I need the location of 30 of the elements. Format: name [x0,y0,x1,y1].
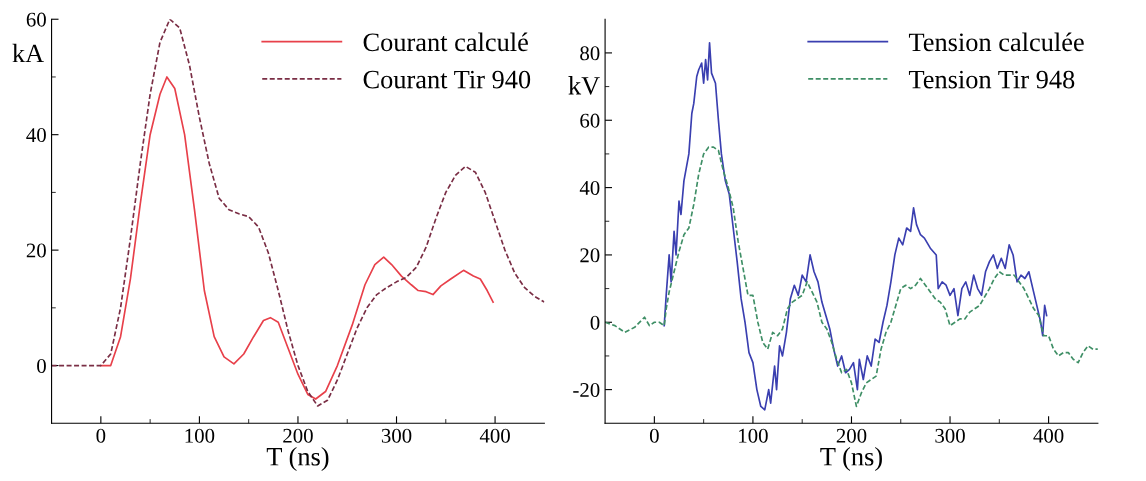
x-tick-label: 100 [739,428,768,443]
y-tick-label: 80 [580,46,600,61]
line-series [605,146,1098,408]
y-tick-label: 0 [37,358,46,373]
y-axis-title: kV [568,76,600,95]
y-tick-label: 40 [579,180,600,196]
legend-label: Tension calculée [908,32,1084,52]
x-tick-label: 100 [185,428,215,443]
y-tick-label: 60 [26,12,46,27]
x-tick-label: 200 [283,428,313,443]
x-axis-title: T (ns) [266,447,329,471]
x-tick-label: 300 [935,428,965,443]
y-tick-label: 60 [580,113,600,128]
legend-label: Courant calculé [363,32,528,52]
y-tick-label: 0 [590,315,600,330]
x-tick-label: 300 [381,428,412,443]
legend-label: Tension Tir 948 [908,70,1075,89]
y-tick-label: -20 [573,382,600,398]
x-tick-label: 400 [1033,428,1064,443]
y-axis-title: kA [12,43,44,63]
y-tick-label: 40 [26,128,46,143]
y-tick-label: 20 [580,248,600,263]
x-axis-title: T (ns) [820,447,882,471]
x-tick-label: 0 [96,428,106,443]
x-tick-label: 0 [649,428,659,443]
x-tick-label: 200 [836,428,867,443]
y-tick-label: 20 [26,243,46,258]
line-series [51,19,545,407]
legend-label: Courant Tir 940 [363,70,531,89]
x-tick-label: 400 [479,428,510,443]
